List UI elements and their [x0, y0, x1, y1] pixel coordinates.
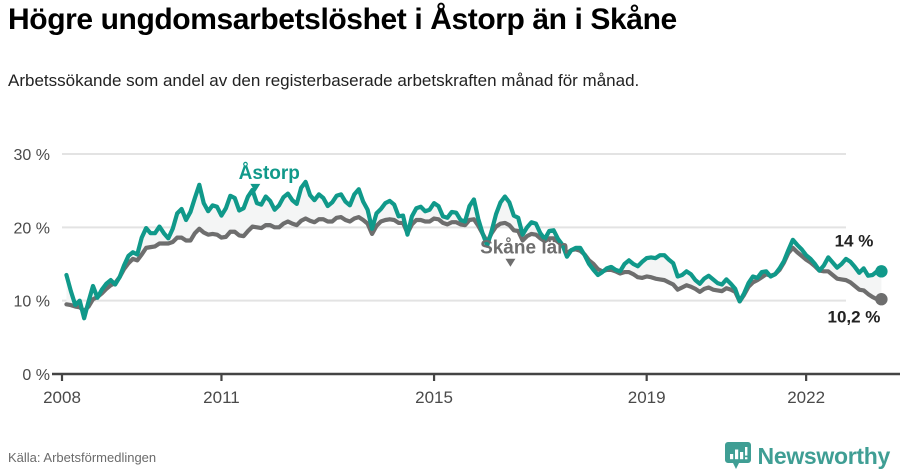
x-tick-label: 2019: [628, 388, 666, 407]
chart-canvas: 0 % 10 % 20 % 30 % 2008 2011 2015 2019 2022 Åst…: [0, 136, 900, 426]
chart-annotations: Åstorp Skåne län 14 % 10,2 %: [239, 163, 881, 327]
skane-end-label: 10,2 %: [828, 308, 881, 327]
x-tick-label: 2008: [43, 388, 81, 407]
endpoint-marker-astorp: [875, 265, 888, 278]
x-axis-tick-labels: 2008 2011 2015 2019 2022: [43, 388, 825, 407]
y-tick-label: 0 %: [22, 367, 50, 384]
page-title: Högre ungdomsarbetslöshet i Åstorp än i …: [8, 3, 677, 36]
y-tick-label: 20 %: [14, 220, 50, 237]
page-subtitle: Arbetssökande som andel av den registerb…: [8, 71, 640, 90]
series-endpoint-markers: [875, 265, 888, 306]
source-note: Källa: Arbetsförmedlingen: [8, 450, 157, 465]
line-astorp: [64, 179, 884, 321]
astorp-end-label: 14 %: [835, 231, 874, 250]
x-axis: [52, 372, 900, 381]
series-line-astorp: [64, 179, 884, 321]
y-axis-tick-labels: 0 % 10 % 20 % 30 %: [14, 147, 50, 384]
newsworthy-logo: Newsworthy: [724, 441, 891, 471]
area-between-series: [66, 181, 882, 319]
skane-series-label: Skåne län: [480, 238, 569, 259]
brand-name: Newsworthy: [757, 443, 891, 469]
bar-chart-bubble-icon: [724, 442, 751, 469]
area-between-fill: [66, 181, 882, 319]
line-chart: 0 % 10 % 20 % 30 % 2008 2011 2015 2019 2022 Åst…: [14, 147, 900, 407]
skane-series-label-pointer-icon: [505, 258, 516, 267]
y-tick-label: 30 %: [14, 147, 50, 164]
x-tick-label: 2011: [203, 388, 240, 407]
astorp-series-label: Åstorp: [239, 163, 300, 184]
astorp-series-label-pointer-icon: [250, 183, 261, 192]
y-tick-label: 10 %: [14, 294, 50, 311]
endpoint-marker-skane: [875, 293, 888, 306]
x-tick-label: 2022: [787, 388, 825, 407]
x-tick-label: 2015: [415, 388, 453, 407]
